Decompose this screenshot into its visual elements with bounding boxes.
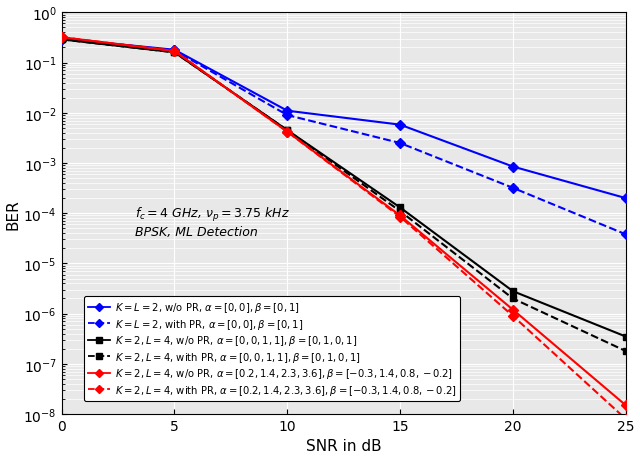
X-axis label: SNR in dB: SNR in dB — [306, 438, 381, 453]
Text: $f_c = 4$ GHz, $\nu_p = 3.75$ kHz
BPSK, ML Detection: $f_c = 4$ GHz, $\nu_p = 3.75$ kHz BPSK, … — [135, 206, 290, 239]
Legend: $K=L=2$, w/o PR, $\alpha=[0,0],\beta=[0,1]$, $K=L=2$, with PR, $\alpha=[0,0],\be: $K=L=2$, w/o PR, $\alpha=[0,0],\beta=[0,… — [84, 297, 460, 401]
Y-axis label: BER: BER — [6, 198, 20, 229]
